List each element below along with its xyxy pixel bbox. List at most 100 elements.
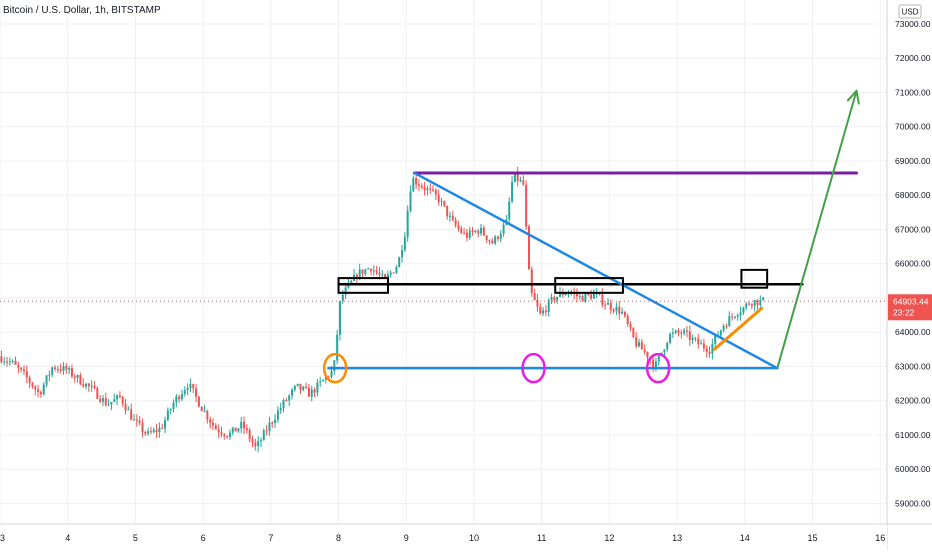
candle-body [677, 330, 680, 333]
candle [116, 394, 119, 406]
candle [463, 228, 466, 235]
candle-body [700, 343, 703, 345]
candle-body [93, 385, 96, 388]
touch-circle [521, 352, 546, 384]
candle-body [502, 224, 505, 234]
candle-body [14, 360, 17, 365]
candle [471, 226, 474, 236]
candle-body [443, 200, 446, 206]
candle [296, 383, 299, 387]
candle-body [22, 369, 25, 372]
candle-body [130, 409, 133, 420]
candle [133, 414, 136, 421]
candle [638, 338, 641, 348]
candle-body [423, 187, 426, 191]
candle-body [367, 268, 370, 270]
candle [728, 311, 731, 327]
candle-body [285, 400, 288, 402]
candle-body [654, 361, 657, 368]
candle-body [657, 355, 660, 362]
candle [180, 389, 183, 402]
candle [0, 350, 3, 364]
candle-body [559, 292, 562, 297]
candle [367, 267, 370, 270]
candle-body [307, 387, 310, 397]
candle [623, 310, 626, 319]
candle [629, 321, 632, 332]
candle [274, 413, 277, 428]
candle [214, 422, 217, 430]
candle [369, 268, 372, 276]
candle-body [522, 180, 525, 185]
level-box [740, 268, 769, 289]
candle-body [305, 386, 308, 388]
candle [79, 372, 82, 386]
candle [169, 408, 172, 415]
candle-body [65, 365, 68, 370]
candle-body [519, 180, 522, 182]
y-tick-label: 68000.00 [895, 190, 931, 200]
candle [28, 375, 31, 389]
y-tick-label: 62000.00 [895, 396, 931, 406]
candle-body [398, 257, 401, 268]
candle-body [592, 293, 595, 299]
candle [762, 296, 765, 302]
candle-body [226, 436, 229, 438]
candle-body [62, 365, 65, 371]
candle-body [640, 342, 643, 350]
candle-body [206, 410, 209, 420]
candle-body [513, 171, 516, 182]
candle-body [621, 311, 624, 314]
candle [480, 223, 483, 236]
touch-circle [645, 352, 671, 384]
candle-body [149, 431, 152, 433]
candle [200, 406, 203, 412]
candle-body [178, 396, 181, 400]
candle-body [268, 422, 271, 432]
candle [691, 334, 694, 345]
candle-body [372, 270, 375, 272]
candle-body [395, 267, 398, 273]
candle-body [463, 232, 466, 234]
y-tick-label: 73000.00 [895, 19, 931, 29]
candle-body [231, 427, 234, 433]
candle [454, 217, 457, 228]
candle [307, 384, 310, 397]
candle-body [762, 297, 765, 300]
candle-body [601, 294, 604, 305]
candle-body [406, 210, 409, 237]
candle [104, 392, 107, 407]
candle [195, 384, 198, 403]
candle [626, 313, 629, 327]
candle-body [121, 396, 124, 404]
candle-body [124, 403, 127, 411]
candle-body [152, 429, 155, 433]
candle [606, 298, 609, 305]
candle-body [733, 316, 736, 318]
candle [420, 183, 423, 190]
candle-body [553, 296, 556, 301]
candle [632, 327, 635, 339]
candle [615, 302, 618, 316]
candle [465, 229, 468, 242]
candle [423, 181, 426, 196]
candle-body [646, 351, 649, 358]
candle [533, 288, 536, 301]
candle-body [488, 239, 491, 241]
candle-body [274, 419, 277, 424]
candle [121, 395, 124, 408]
candle [567, 290, 570, 298]
candle [220, 426, 223, 438]
candle-body [324, 376, 327, 380]
candle [322, 379, 325, 382]
candle [488, 239, 491, 245]
candle [110, 401, 113, 411]
candle-body [96, 387, 99, 399]
candle [31, 381, 34, 389]
x-tick-label: 12 [604, 533, 614, 543]
candle [118, 391, 121, 399]
candle [293, 385, 296, 392]
candle-body [0, 356, 3, 363]
